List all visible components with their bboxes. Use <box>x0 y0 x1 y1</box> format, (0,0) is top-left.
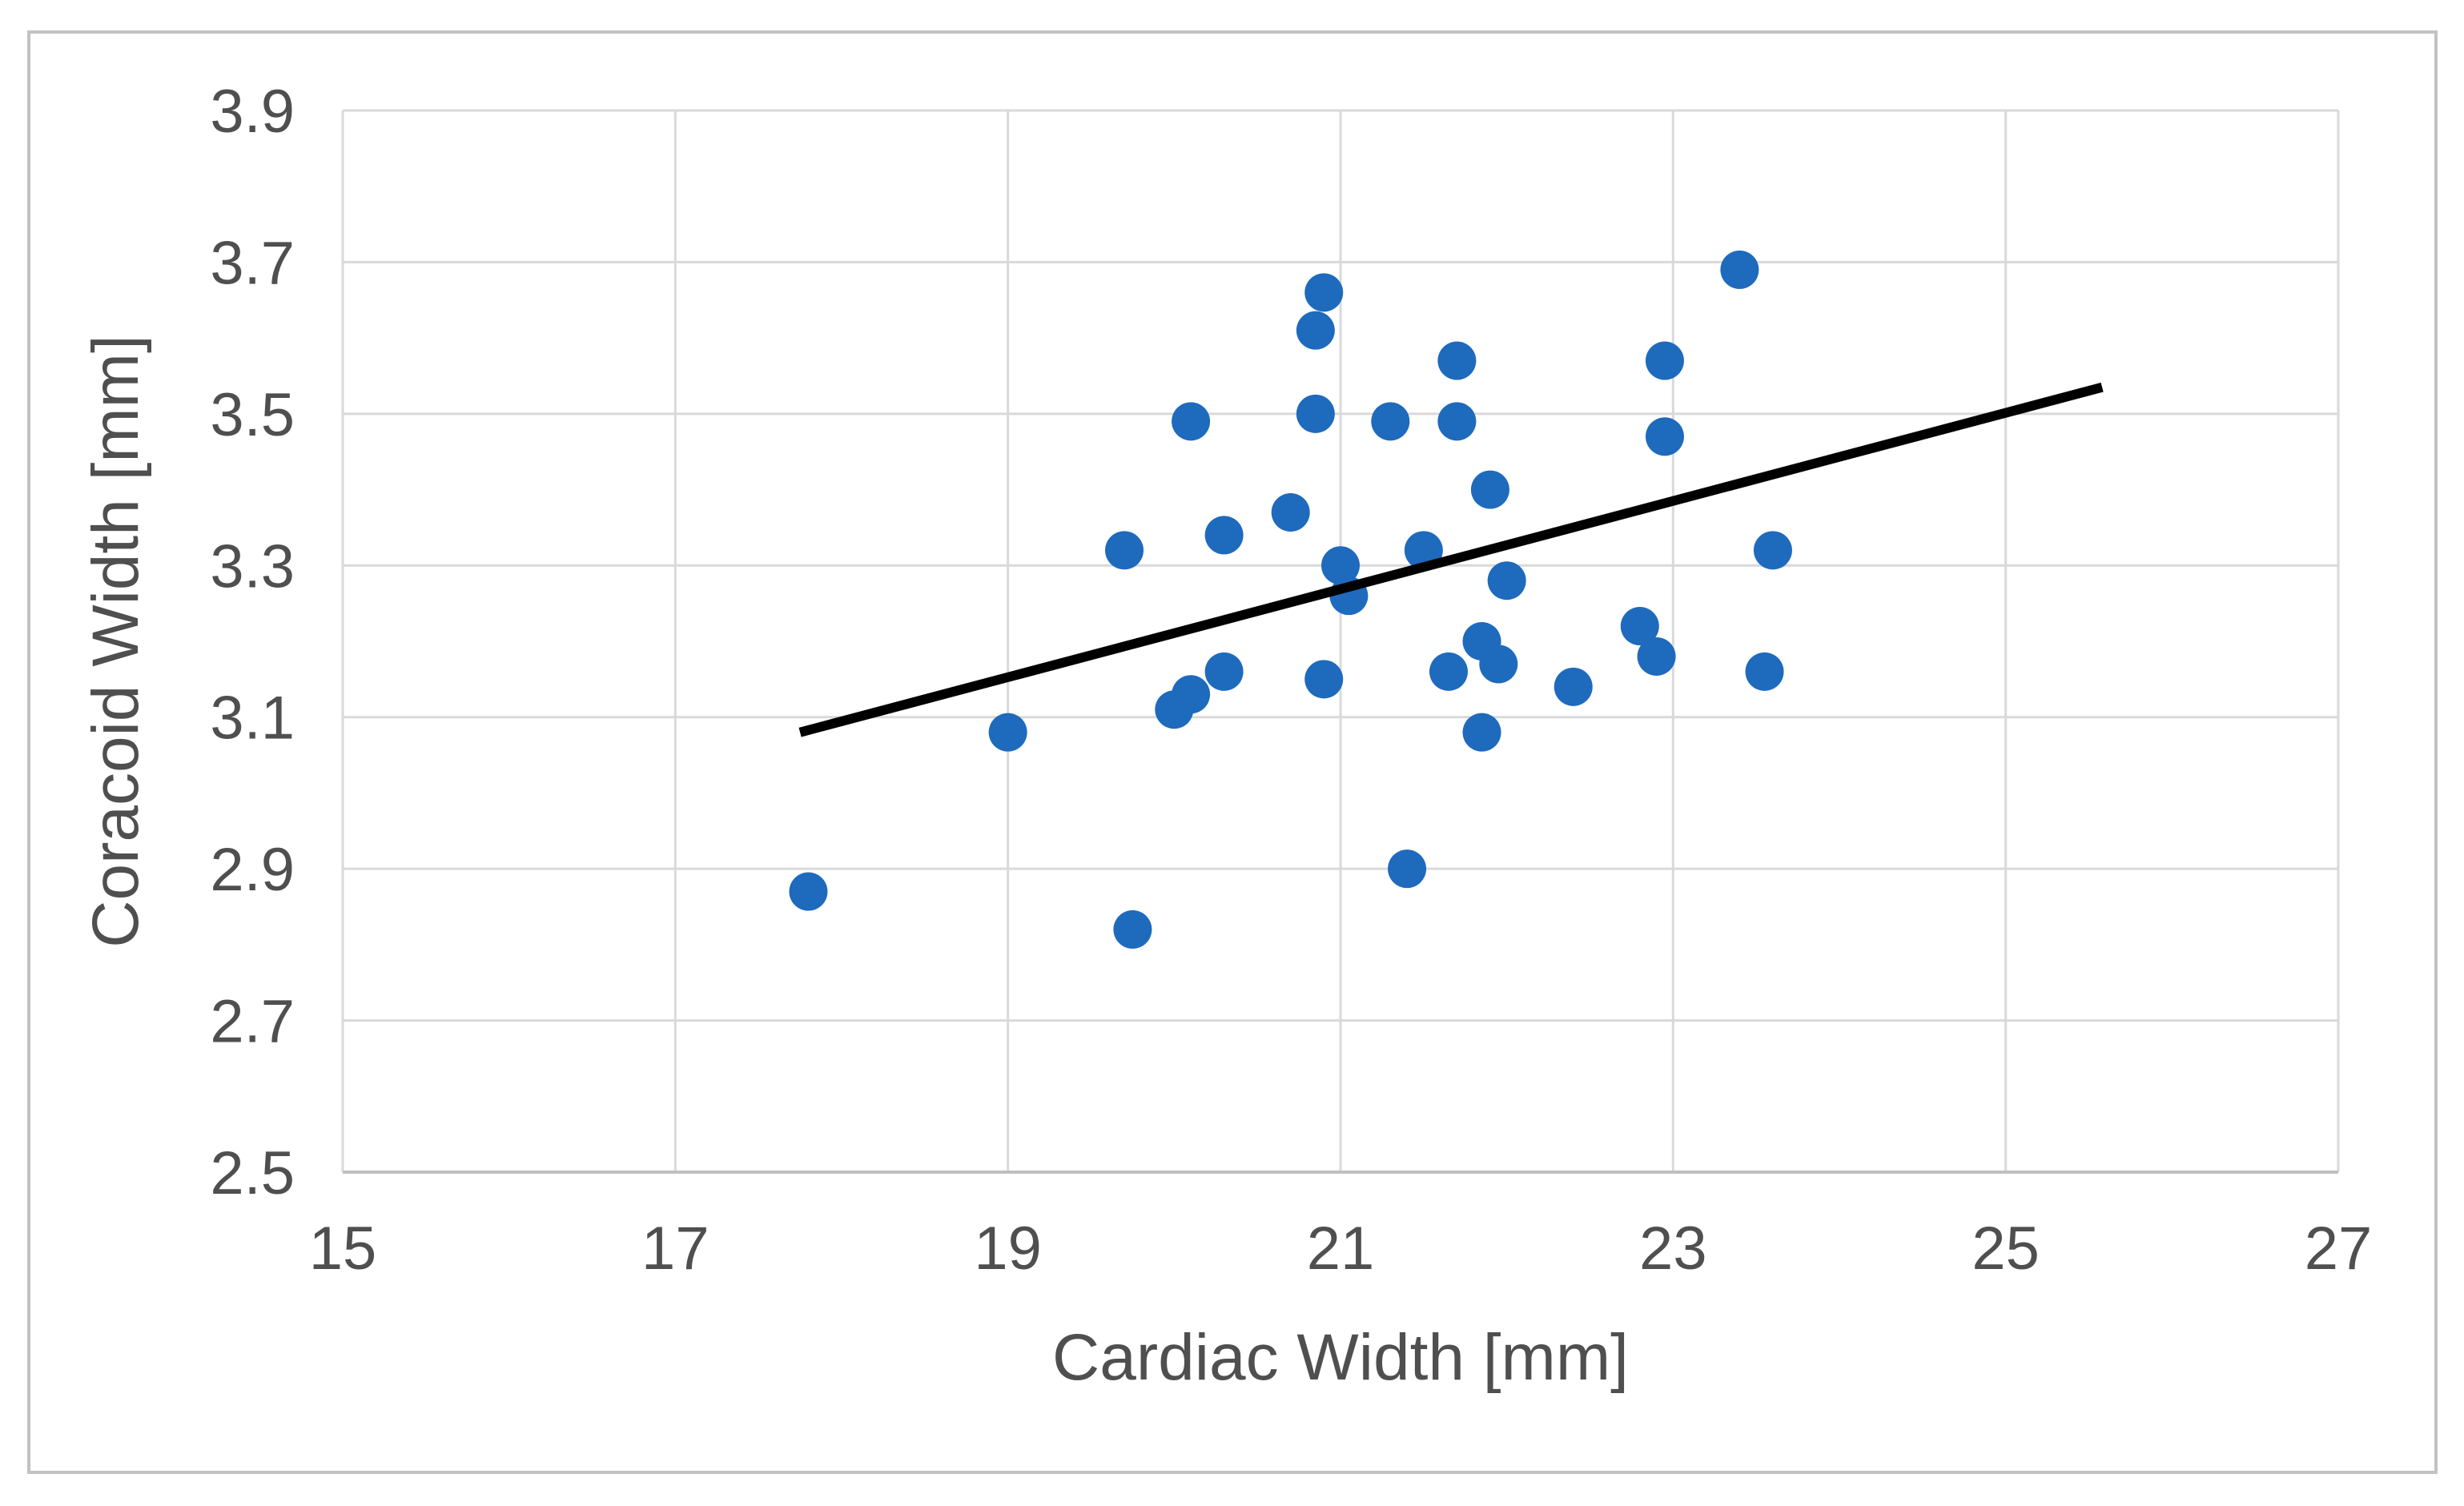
data-point <box>1462 713 1501 752</box>
data-point <box>1429 652 1468 691</box>
data-point <box>1172 675 1211 714</box>
data-point <box>1437 341 1477 380</box>
data-point <box>1479 645 1518 684</box>
data-point <box>1388 849 1427 889</box>
data-point <box>1637 637 1676 676</box>
y-tick-label: 3.7 <box>210 229 295 297</box>
x-tick-label: 21 <box>1307 1215 1375 1283</box>
data-point <box>1304 273 1344 312</box>
data-point <box>1204 652 1244 691</box>
x-tick-label: 25 <box>1972 1215 2040 1283</box>
data-point <box>1645 341 1684 380</box>
data-point <box>1304 660 1344 699</box>
data-point <box>1271 492 1310 532</box>
data-point <box>1720 250 1759 289</box>
y-tick-label: 3.9 <box>210 78 295 146</box>
y-tick-label: 3.5 <box>210 381 295 449</box>
y-tick-label: 2.9 <box>210 836 295 904</box>
x-axis-tick-labels: 15 17 19 21 23 25 27 <box>309 1215 2373 1283</box>
data-point <box>1470 470 1509 509</box>
y-axis-title: Coracoid Width [mm] <box>79 335 152 948</box>
x-tick-label: 23 <box>1639 1215 1707 1283</box>
y-tick-label: 3.3 <box>210 532 295 600</box>
trend-line <box>798 382 2104 737</box>
x-tick-label: 15 <box>309 1215 377 1283</box>
y-axis-tick-labels: 2.5 2.7 2.9 3.1 3.3 3.5 3.7 3.9 <box>210 78 295 1207</box>
vertical-gridlines <box>341 110 2340 1172</box>
data-point <box>1487 561 1526 600</box>
data-point <box>1172 402 1211 441</box>
data-point <box>1620 607 1659 646</box>
data-point <box>1296 311 1335 350</box>
data-point <box>1645 417 1684 456</box>
y-tick-label: 2.5 <box>210 1139 295 1207</box>
data-point <box>1113 910 1152 949</box>
data-point <box>1745 652 1784 691</box>
x-axis-title: Cardiac Width [mm] <box>1052 1321 1629 1394</box>
data-point <box>1753 531 1792 570</box>
data-point <box>1105 531 1144 570</box>
figure-border <box>27 30 2438 1474</box>
data-point <box>1437 402 1477 441</box>
x-tick-label: 17 <box>641 1215 709 1283</box>
data-point <box>1554 667 1593 706</box>
data-point <box>789 872 828 911</box>
data-point <box>1204 516 1244 555</box>
data-point <box>1321 546 1360 585</box>
y-tick-label: 3.1 <box>210 685 295 753</box>
data-point <box>1371 402 1410 441</box>
x-tick-label: 27 <box>2305 1215 2373 1283</box>
y-tick-label: 2.7 <box>210 988 295 1056</box>
x-tick-label: 19 <box>974 1215 1042 1283</box>
data-point <box>988 713 1027 752</box>
data-point <box>1296 394 1335 433</box>
scatter-points <box>789 250 1792 949</box>
